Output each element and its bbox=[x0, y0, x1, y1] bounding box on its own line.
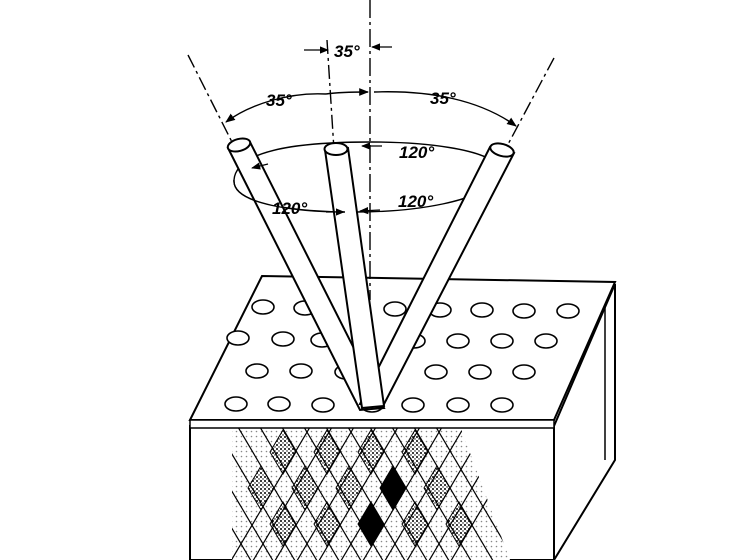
label-top-angle: 35° bbox=[334, 42, 360, 61]
left-rod bbox=[226, 137, 386, 412]
label-rear-angle: 120° bbox=[399, 143, 434, 162]
right-rod bbox=[358, 142, 516, 410]
lattice-section bbox=[232, 426, 510, 560]
rod-axis-lines bbox=[187, 39, 555, 151]
block-front-face bbox=[189, 425, 555, 560]
block-right-face bbox=[553, 283, 616, 560]
label-right-angle: 35° bbox=[430, 89, 456, 108]
label-front-left-angle: 120° bbox=[272, 199, 307, 218]
hole-grid bbox=[224, 299, 580, 413]
label-front-right-angle: 120° bbox=[398, 192, 433, 211]
label-left-angle: 35° bbox=[266, 91, 292, 110]
dimension-arcs bbox=[225, 43, 517, 216]
